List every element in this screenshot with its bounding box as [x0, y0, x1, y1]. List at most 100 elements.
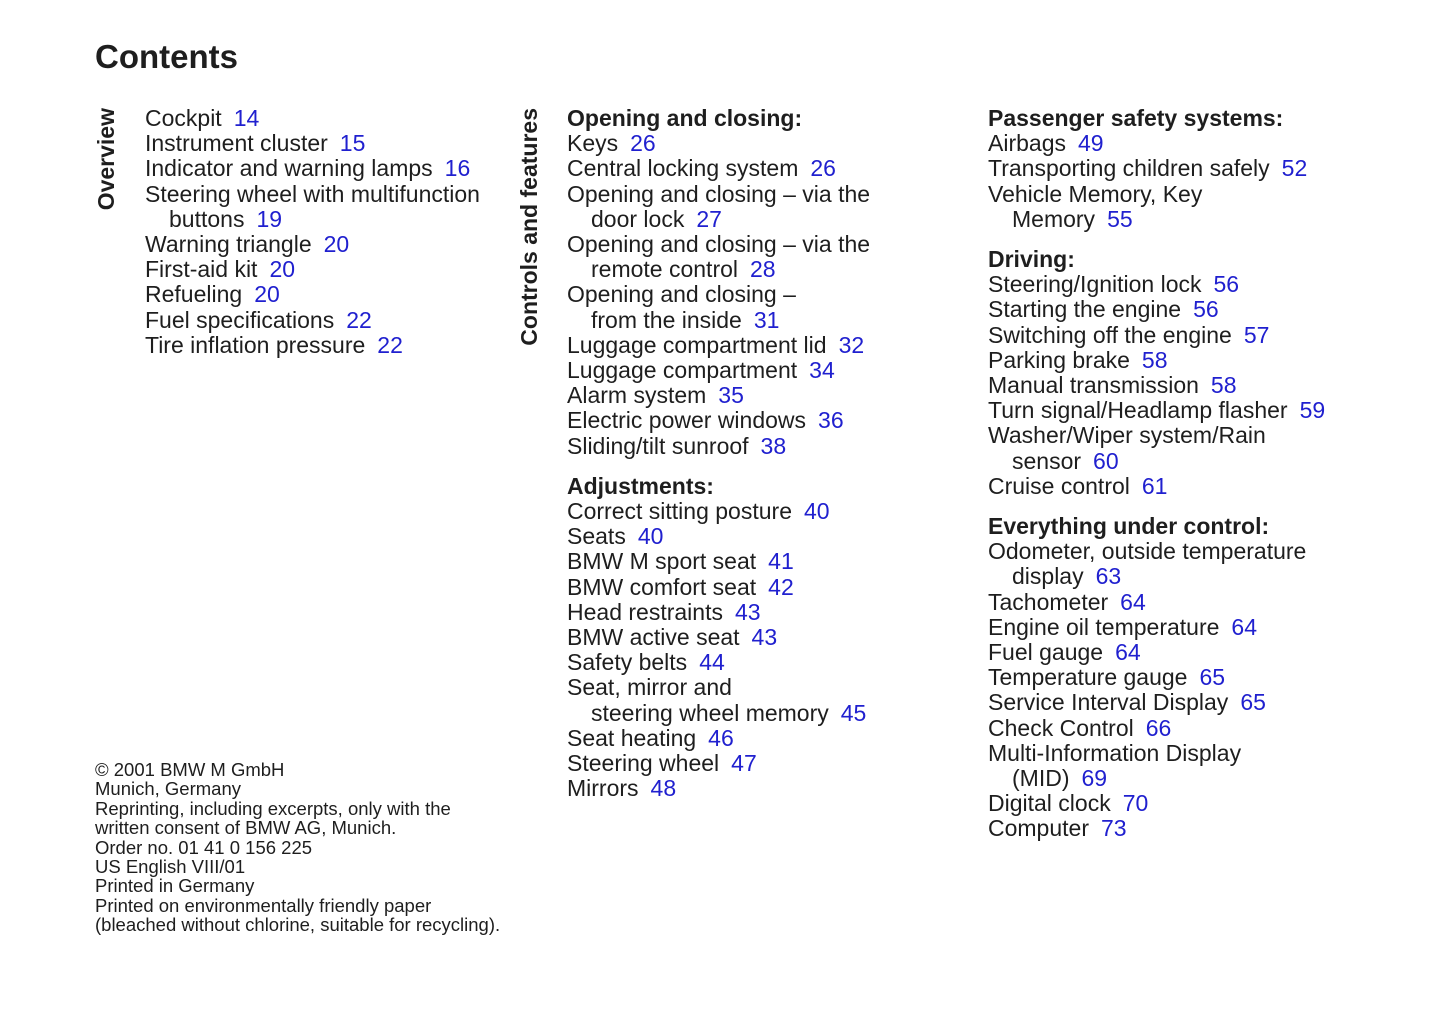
toc-entry-text: BMW comfort seat — [567, 573, 757, 600]
toc-section: Everything under control: Odometer, outsi… — [988, 513, 1343, 842]
toc-entry-text: Steering wheel with multifunction — [145, 180, 480, 207]
toc-column-controls-and-features: Opening and closing: Keys 26 Central lockin… — [567, 105, 902, 802]
toc-column-overview: Cockpit 14 Instrument cluster 15 Indicator a… — [145, 105, 505, 358]
imprint-line: Order no. 01 41 0 156 225 — [95, 836, 313, 858]
toc-page-number-link[interactable]: 20 — [323, 231, 350, 258]
toc-page-number-link[interactable]: 49 — [1077, 130, 1104, 157]
toc-page-number-link[interactable]: 34 — [809, 357, 835, 384]
toc-entry-text: Seat heating — [567, 724, 697, 751]
toc-page-number-link[interactable]: 43 — [734, 598, 761, 625]
toc-page-number-link[interactable]: 58 — [1141, 346, 1168, 373]
toc-entry-text: Manual transmission — [988, 372, 1199, 399]
toc-page-number-link[interactable]: 65 — [1199, 664, 1226, 691]
toc-entry-text: BMW M sport seat — [567, 548, 757, 575]
toc-entry-text: Keys — [567, 130, 619, 157]
toc-entry-line: Electric power windows 36 — [567, 408, 902, 433]
toc-entry-text: Odometer, outside temperature — [988, 538, 1307, 565]
toc-entry-text: Check Control — [988, 714, 1134, 741]
toc-page-number-link[interactable]: 40 — [637, 523, 664, 550]
toc-entry-text: Computer — [988, 815, 1089, 842]
toc-page-number-link[interactable]: 47 — [731, 750, 757, 777]
toc-page-number-link[interactable]: 22 — [346, 306, 372, 333]
toc-page-number-link[interactable]: 64 — [1115, 639, 1141, 666]
toc-entry-text: steering wheel memory — [591, 699, 829, 726]
toc-page-number-link[interactable]: 26 — [810, 155, 836, 182]
toc-page-number-link[interactable]: 56 — [1213, 271, 1240, 298]
toc-entry-text: Electric power windows — [567, 407, 807, 434]
toc-entry-line: remote control 28 — [567, 257, 902, 282]
toc-entry-text: Turn signal/Headlamp flasher — [988, 397, 1288, 424]
toc-page-number-link[interactable]: 38 — [760, 432, 787, 459]
toc-page-number-link[interactable]: 46 — [708, 724, 734, 751]
toc-entry-text: Transporting children safely — [988, 155, 1270, 182]
toc-page-number-link[interactable]: 64 — [1231, 613, 1258, 640]
toc-page-number-link[interactable]: 27 — [696, 205, 722, 232]
toc-entry-text: Refueling — [145, 281, 243, 308]
toc-page-number-link[interactable]: 32 — [838, 331, 865, 358]
imprint-line: US English VIII/01 — [95, 856, 246, 878]
toc-entry-line: Washer/Wiper system/Rain — [988, 423, 1343, 448]
toc-entry-text: Service Interval Display — [988, 689, 1229, 716]
toc-page-number-link[interactable]: 19 — [256, 205, 283, 232]
toc-page-number-link[interactable]: 63 — [1095, 563, 1122, 590]
toc-entry-text: Seat, mirror and — [567, 674, 732, 701]
toc-entry-line: Steering/Ignition lock 56 — [988, 272, 1343, 297]
toc-page-number-link[interactable]: 73 — [1100, 815, 1127, 842]
toc-page-number-link[interactable]: 16 — [444, 155, 471, 182]
toc-page-number-link[interactable]: 42 — [768, 573, 794, 600]
toc-entry-line: Multi-Information Display — [988, 740, 1343, 766]
toc-page-number-link[interactable]: 20 — [269, 256, 296, 283]
toc-page-number-link[interactable]: 22 — [377, 331, 403, 358]
toc-page-number-link[interactable]: 60 — [1093, 447, 1119, 474]
imprint-line: Printed in Germany — [95, 875, 255, 897]
toc-page-number-link[interactable]: 56 — [1193, 296, 1219, 323]
toc-entry-line: Computer 73 — [988, 816, 1343, 841]
imprint-line: (bleached without chlorine, suitable for… — [95, 914, 501, 936]
toc-entry-line: Transporting children safely 52 — [988, 156, 1343, 181]
toc-entry-text: display — [1012, 563, 1084, 590]
toc-page-number-link[interactable]: 31 — [753, 306, 780, 333]
toc-section-heading: Opening and closing: — [567, 105, 803, 131]
toc-section-heading: Passenger safety systems: — [988, 105, 1284, 131]
toc-page-number-link[interactable]: 52 — [1281, 155, 1308, 182]
toc-entry-text: from the inside — [591, 306, 742, 333]
toc-page-number-link[interactable]: 36 — [818, 407, 844, 434]
toc-page-number-link[interactable]: 45 — [840, 699, 867, 726]
toc-entry-line: Switching off the engine 57 — [988, 321, 1343, 348]
toc-column-safety-driving-control: Passenger safety systems: Airbags 49 Transp… — [988, 105, 1343, 842]
toc-page-number-link[interactable]: 14 — [233, 105, 260, 131]
toc-entry-line: Alarm system 35 — [567, 383, 902, 408]
toc-entry-text: Cockpit — [145, 105, 222, 131]
toc-entry-line: Tire inflation pressure 22 — [145, 331, 505, 358]
toc-page-number-link[interactable]: 58 — [1210, 372, 1237, 399]
toc-entry-text: Parking brake — [988, 346, 1130, 373]
toc-page-number-link[interactable]: 48 — [650, 775, 677, 802]
toc-page-number-link[interactable]: 35 — [718, 382, 744, 409]
toc-entry-line: display 63 — [988, 564, 1343, 589]
toc-page-number-link[interactable]: 61 — [1141, 472, 1168, 499]
toc-page-number-link[interactable]: 59 — [1299, 397, 1326, 424]
toc-section: Passenger safety systems: Airbags 49 Transp… — [988, 105, 1343, 232]
toc-entry-line: Vehicle Memory, Key — [988, 181, 1343, 207]
toc-entry-text: (MID) — [1012, 765, 1070, 792]
toc-page-number-link[interactable]: 20 — [254, 281, 280, 308]
toc-page-number-link[interactable]: 41 — [768, 548, 794, 575]
toc-entry-line: Indicator and warning lamps 16 — [145, 156, 505, 181]
toc-page-number-link[interactable]: 44 — [699, 649, 725, 676]
toc-page-number-link[interactable]: 57 — [1243, 321, 1270, 348]
toc-page-number-link[interactable]: 55 — [1107, 205, 1133, 232]
toc-page-number-link[interactable]: 66 — [1145, 714, 1172, 741]
toc-page-number-link[interactable]: 15 — [339, 130, 366, 157]
toc-page-number-link[interactable]: 26 — [630, 130, 656, 157]
toc-page-number-link[interactable]: 43 — [751, 624, 778, 651]
toc-entry-text: Memory — [1012, 205, 1096, 232]
toc-page-number-link[interactable]: 40 — [803, 498, 830, 525]
toc-entry-line: Opening and closing – — [567, 282, 902, 307]
toc-page-number-link[interactable]: 28 — [750, 256, 776, 283]
toc-page-number-link[interactable]: 64 — [1120, 588, 1146, 615]
toc-entry-text: Cruise control — [988, 472, 1130, 499]
toc-page-number-link[interactable]: 65 — [1240, 689, 1266, 716]
toc-page-number-link[interactable]: 69 — [1081, 765, 1108, 792]
toc-page-number-link[interactable]: 70 — [1122, 790, 1149, 817]
